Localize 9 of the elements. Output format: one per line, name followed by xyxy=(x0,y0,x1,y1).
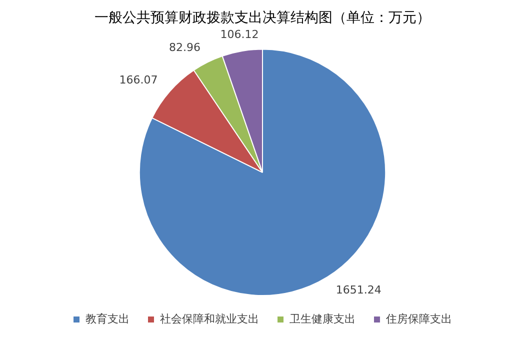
data-label: 106.12 xyxy=(220,28,259,42)
data-label: 82.96 xyxy=(168,40,200,54)
data-label: 166.07 xyxy=(119,74,158,87)
chart-title: 一般公共预算财政拨款支出决算结构图（单位：万元） xyxy=(94,10,430,26)
legend-label: 社会保障和就业支出 xyxy=(160,312,259,326)
legend-label: 教育支出 xyxy=(86,312,130,326)
legend-label: 卫生健康支出 xyxy=(290,312,356,326)
data-label: 1651.24 xyxy=(336,283,382,296)
legend-label: 住房保障支出 xyxy=(386,312,452,326)
